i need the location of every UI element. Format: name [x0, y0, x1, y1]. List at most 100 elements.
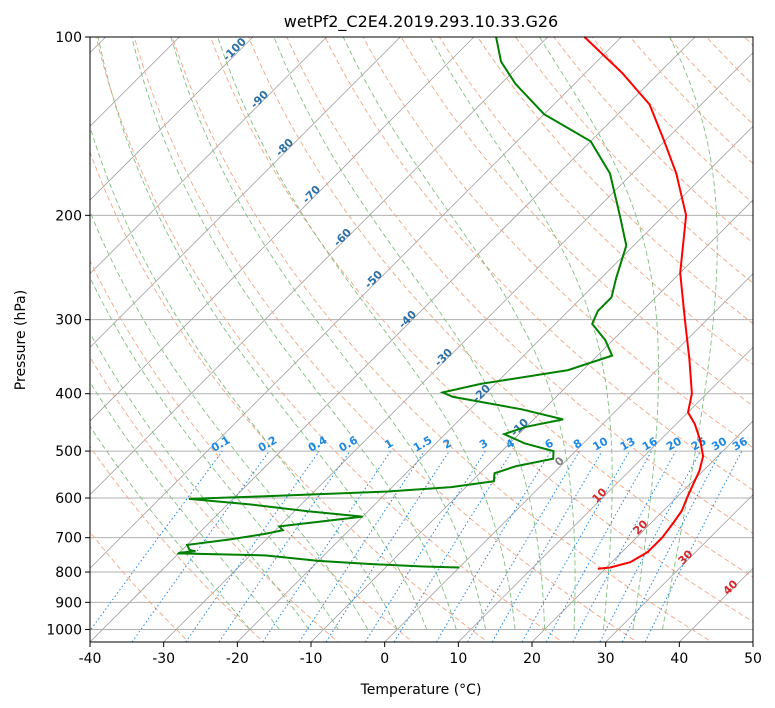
isotherm-line: [310, 199, 753, 642]
dry-adiabat: [95, 37, 564, 642]
dry-adiabat-label: -70: [300, 183, 323, 206]
isotherm-line: [90, 37, 696, 642]
y-tick-label: 300: [55, 313, 82, 329]
isotherm-line: [458, 346, 753, 642]
dry-adiabat: [90, 531, 190, 642]
mixing-ratio-line: [298, 450, 425, 642]
dry-adiabat-label: -50: [362, 268, 385, 291]
isotherm-line: [752, 641, 753, 642]
isotherm-line: [237, 125, 753, 642]
dry-adiabat: [477, 37, 753, 325]
isotherm-line: [531, 420, 753, 642]
mixing-ratio-line: [131, 450, 270, 642]
dry-adiabat: [362, 37, 753, 449]
dry-adiabat: [667, 37, 753, 125]
x-tick-label: 20: [523, 651, 541, 667]
isotherm-line: [605, 494, 753, 642]
warm-adiabat-label: 40: [721, 577, 741, 597]
mixing-ratio-line: [644, 450, 743, 642]
isotherm-line: [163, 52, 753, 642]
dry-adiabat: [90, 445, 265, 642]
moist-adiabat: [661, 37, 718, 630]
dry-adiabat: [591, 37, 753, 204]
y-tick-label: 700: [55, 531, 82, 547]
dry-adiabat: [770, 24, 775, 645]
x-tick-label: 0: [380, 651, 389, 667]
mixing-ratio-line: [572, 450, 677, 642]
y-tick-label: 900: [55, 595, 82, 611]
plot-frame: [89, 36, 754, 643]
isotherm-line: [90, 37, 401, 348]
moist-adiabat: [90, 332, 310, 630]
mixing-ratio-line: [325, 450, 450, 642]
dry-adiabat-label: -80: [273, 136, 296, 159]
isotherm-line: [679, 567, 753, 642]
y-ticks: 100 200 300 400 500 600 700 800 900 1000: [46, 30, 90, 638]
x-tick-label: -20: [226, 651, 249, 667]
line-labels: 0.1 0.2 0.4 0.6 1 1.5 2 3 4 6 8 10 13 16 20 25 30 36-100-…: [209, 35, 750, 598]
dry-adiabat: [286, 37, 753, 534]
mixing-ratio-line: [90, 450, 223, 632]
mixing-ratio-line: [521, 450, 630, 642]
dry-adiabat: [171, 37, 713, 642]
background-lines: [90, 24, 775, 645]
dry-adiabat: [553, 37, 753, 244]
dry-adiabat: [744, 37, 753, 47]
x-axis-label: Temperature (°C): [360, 682, 482, 698]
mixing-ratio-line: [218, 450, 351, 642]
moist-adiabat: [429, 37, 613, 630]
y-tick-label: 100: [55, 30, 82, 46]
x-tick-label: 40: [670, 651, 688, 667]
mixing-ratio-line: [599, 450, 701, 642]
x-tick-label: 10: [449, 651, 467, 667]
moist-adiabat: [342, 37, 576, 630]
mixing-ratio-line: [467, 450, 580, 642]
moist-adiabat: [170, 37, 487, 630]
isotherm-line: [90, 37, 622, 569]
y-tick-label: 500: [55, 444, 82, 460]
moist-adiabat: [97, 37, 428, 630]
isotherm-line: [90, 37, 327, 275]
moist-adiabat: [131, 37, 457, 630]
warm-adiabat-label: 30: [676, 547, 696, 567]
dry-adiabat: [90, 356, 339, 642]
isotherm-line: [90, 37, 475, 422]
y-tick-label: 400: [55, 387, 82, 403]
moist-adiabat: [90, 210, 369, 630]
dry-adiabat: [248, 37, 753, 578]
chart-title: wetPf2_C2E4.2019.293.10.33.G26: [284, 12, 558, 32]
isotherm-line: [90, 37, 254, 201]
x-ticks: -40 -30 -20 -10 0 10 20 30 40 50: [79, 642, 762, 667]
dry-adiabat-label: -60: [331, 226, 354, 249]
dewpoint-profile: [176, 37, 628, 569]
warm-adiabat-label: 10: [590, 485, 610, 505]
dry-adiabat: [90, 259, 414, 642]
profile-lines: [176, 37, 705, 570]
dry-adiabat-label: -40: [396, 308, 419, 331]
y-tick-label: 600: [55, 491, 82, 507]
dry-adiabat: [210, 37, 753, 623]
mixing-ratio-line: [545, 450, 653, 642]
y-tick-label: 1000: [46, 622, 82, 638]
dry-adiabat: [90, 150, 489, 642]
x-tick-label: -10: [300, 651, 323, 667]
mixing-ratio-line: [262, 450, 392, 642]
dry-adiabat: [629, 37, 753, 165]
dry-adiabat: [705, 37, 753, 86]
dry-adiabat: [438, 37, 753, 365]
moist-adiabat: [539, 37, 660, 630]
x-tick-label: -40: [79, 651, 102, 667]
mixing-ratio-line: [364, 450, 486, 642]
moist-adiabat: [90, 276, 339, 630]
moist-adiabat: [273, 37, 546, 630]
y-tick-label: 800: [55, 565, 82, 581]
y-axis-label: Pressure (hPa): [13, 290, 29, 390]
temperature-profile: [583, 37, 705, 570]
mixing-ratio-label: 3: [477, 437, 490, 452]
dry-adiabat-label: -100: [220, 35, 249, 64]
dry-adiabat: [400, 37, 753, 407]
moist-adiabat: [90, 125, 398, 630]
mixing-ratio-label: 2: [441, 437, 454, 452]
dry-adiabat-label: -90: [248, 88, 271, 111]
